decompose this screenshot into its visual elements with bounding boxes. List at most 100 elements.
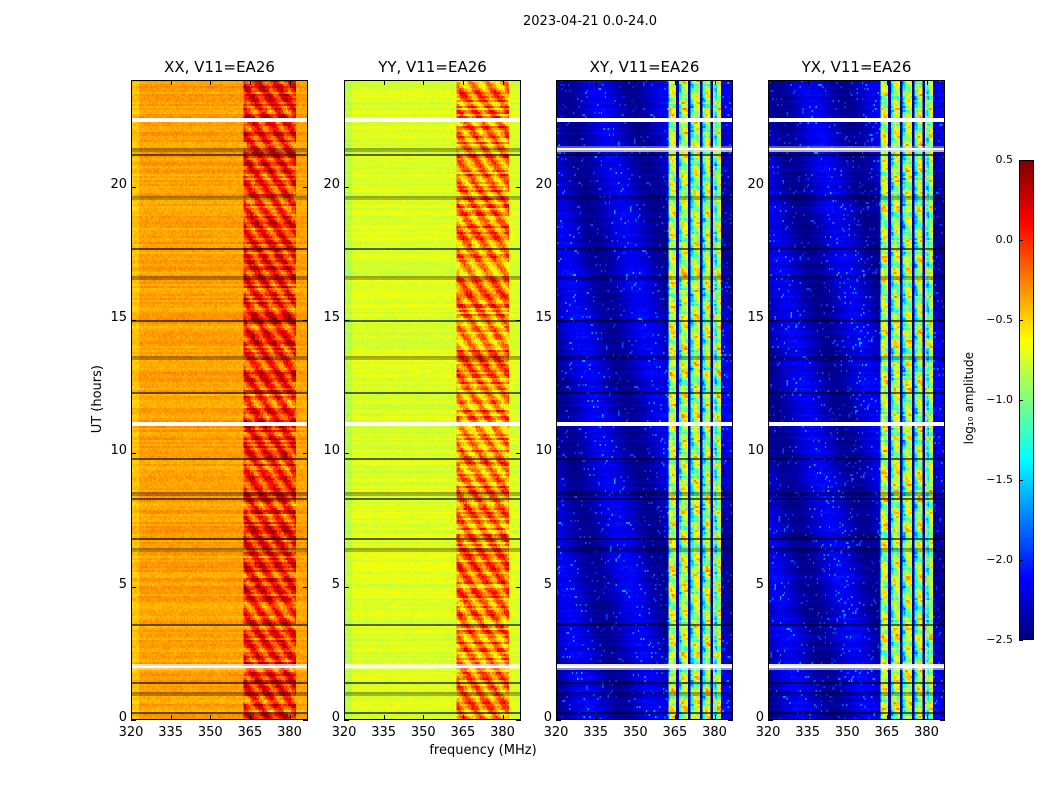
x-tick [462,715,464,720]
y-tick [344,186,349,188]
panel-title: YX, V11=EA26 [801,58,912,76]
y-tick [768,720,773,721]
x-tick-label: 365 [237,725,263,740]
colorbar-tick [1019,400,1023,401]
colorbar-tick [1019,480,1023,481]
x-tick-label: 320 [543,725,569,740]
x-tick [131,80,132,85]
y-tick [556,453,561,455]
x-tick-label: 320 [755,725,781,740]
heatmap-xx [131,80,308,720]
x-tick [714,80,716,85]
x-tick [289,715,291,720]
x-tick [249,80,251,85]
panel-yx: YX, V11=EA26 [768,58,945,720]
x-tick-label: 350 [197,725,223,740]
colorbar-tick-label: −2.0 [986,553,1013,566]
colorbar-tick [1019,560,1023,561]
y-tick-label: 15 [747,310,764,325]
y-tick [940,186,945,188]
x-tick [556,80,557,85]
x-tick [344,715,345,720]
y-tick [768,586,773,588]
colorbar-tick [1019,240,1023,241]
heatmap-yy [344,80,521,720]
colorbar-tick-label: 0.0 [995,233,1014,246]
heatmap-yx [768,80,945,720]
x-tick [170,715,172,720]
y-tick [131,720,136,721]
y-tick [728,453,733,455]
x-tick [462,80,464,85]
x-tick [383,80,385,85]
y-tick [516,720,521,721]
x-tick [768,80,769,85]
colorbar-gradient [1020,161,1033,639]
x-tick-label: 335 [795,725,821,740]
x-tick-label: 365 [450,725,476,740]
panel-title: XX, V11=EA26 [164,58,275,76]
y-tick [344,320,349,321]
y-tick [556,586,561,588]
y-tick [131,186,136,188]
y-tick-label: 0 [543,710,552,725]
x-tick [502,80,504,85]
x-tick [210,80,212,85]
y-tick [728,720,733,721]
y-tick-label: 5 [543,576,552,592]
y-tick-label: 10 [323,443,340,459]
y-tick [303,586,308,588]
colorbar-tick-label: −1.5 [986,473,1013,486]
y-tick-label: 10 [747,443,764,459]
figure-suptitle: 2023-04-21 0.0-24.0 [523,14,657,29]
x-tick [210,715,212,720]
x-tick-label: 380 [702,725,727,740]
colorbar-tick [1019,640,1023,641]
y-tick [303,186,308,188]
x-tick-label: 320 [118,725,144,740]
y-tick-label: 5 [755,576,764,592]
x-tick [886,715,888,720]
x-tick-label: 335 [371,725,397,740]
y-tick-label: 20 [110,176,127,192]
y-tick [768,186,773,188]
y-tick-label: 10 [110,443,127,459]
x-tick [886,80,888,85]
y-tick-label: 5 [331,576,340,592]
y-tick [768,453,773,455]
y-tick [556,186,561,188]
x-tick-label: 350 [834,725,860,740]
x-tick-label: 365 [662,725,688,740]
y-tick [556,720,561,721]
x-tick [423,80,425,85]
colorbar-tick-label: −2.5 [986,633,1013,646]
y-tick [131,586,136,588]
y-tick [303,453,308,455]
y-tick [303,320,308,321]
y-tick [940,586,945,588]
x-tick-label: 365 [874,725,900,740]
x-tick [635,715,637,720]
y-tick-label: 15 [535,310,552,325]
y-tick [344,586,349,588]
y-axis-label: UT (hours) [90,365,105,434]
x-tick [926,715,928,720]
y-tick-label: 20 [535,176,552,192]
y-tick [131,320,136,321]
colorbar-tick-label: −1.0 [986,393,1013,406]
y-tick-label: 20 [323,176,340,192]
colorbar-tick-label: −0.5 [986,313,1013,326]
x-tick-label: 335 [158,725,184,740]
x-tick-label: 380 [277,725,302,740]
panel-title: YY, V11=EA26 [378,58,487,76]
y-tick-label: 10 [535,443,552,459]
panel-title: XY, V11=EA26 [589,58,700,76]
y-tick [728,586,733,588]
panel-xy: XY, V11=EA26 [556,58,733,720]
x-tick [556,715,557,720]
x-tick [289,80,291,85]
y-tick-label: 0 [118,710,127,725]
y-tick [940,453,945,455]
x-tick [595,80,597,85]
